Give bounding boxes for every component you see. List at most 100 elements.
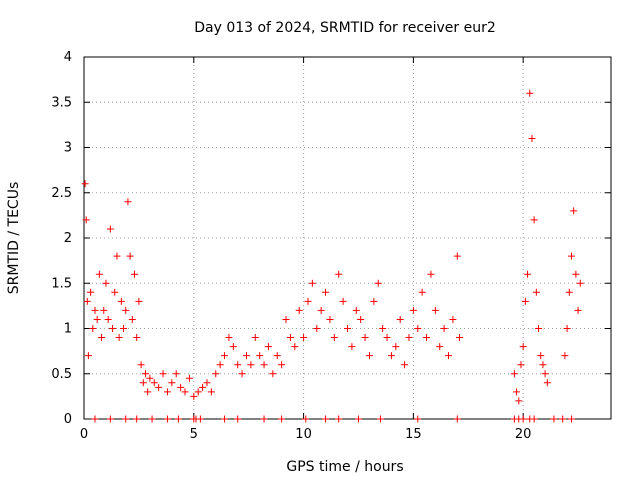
data-point (126, 252, 134, 260)
x-tick-label: 0 (80, 427, 88, 442)
data-point (392, 343, 400, 351)
data-point (550, 415, 558, 423)
data-point (163, 415, 171, 423)
data-point (111, 288, 119, 296)
data-point (537, 352, 545, 360)
data-point (159, 370, 167, 378)
data-point (185, 374, 193, 382)
data-point (519, 343, 527, 351)
x-axis-label: GPS time / hours (286, 459, 403, 475)
data-point (264, 343, 272, 351)
data-point (273, 352, 281, 360)
data-point (137, 361, 145, 369)
data-point (216, 361, 224, 369)
data-point (102, 279, 110, 287)
data-point (82, 216, 90, 224)
data-point (374, 279, 382, 287)
data-point (128, 315, 136, 323)
data-point (330, 334, 338, 342)
data-point (234, 361, 242, 369)
data-point (445, 352, 453, 360)
data-point (242, 352, 250, 360)
data-point (295, 306, 303, 314)
data-point (131, 270, 139, 278)
data-point (106, 225, 114, 233)
data-point (576, 279, 584, 287)
data-point (291, 343, 299, 351)
data-point (510, 370, 518, 378)
data-point (238, 370, 246, 378)
data-point (530, 216, 538, 224)
data-point (194, 388, 202, 396)
data-point (513, 388, 521, 396)
data-point (317, 306, 325, 314)
data-point (453, 252, 461, 260)
data-point (256, 352, 264, 360)
data-point (135, 297, 143, 305)
data-point (181, 388, 189, 396)
data-point (115, 334, 123, 342)
data-point (449, 315, 457, 323)
data-point (269, 370, 277, 378)
data-point (155, 383, 163, 391)
data-point (302, 415, 310, 423)
plot-frame (83, 56, 612, 420)
data-point (93, 315, 101, 323)
data-point (339, 297, 347, 305)
x-tick-label: 15 (405, 427, 422, 442)
data-point (260, 361, 268, 369)
data-point (124, 198, 132, 206)
y-tick-label: 2.5 (51, 186, 72, 201)
data-point (335, 270, 343, 278)
data-point (543, 379, 551, 387)
data-point (100, 306, 108, 314)
data-point (570, 207, 578, 215)
data-point (383, 334, 391, 342)
data-point (146, 374, 154, 382)
data-point (344, 325, 351, 332)
data-point (89, 325, 97, 332)
data-point (207, 388, 215, 396)
data-point (141, 370, 149, 378)
data-point (300, 334, 308, 342)
data-point (144, 388, 152, 396)
data-point (436, 343, 444, 351)
y-tick-label: 2 (64, 231, 72, 246)
data-point (98, 334, 106, 342)
data-point (370, 297, 378, 305)
data-point (519, 415, 527, 423)
data-point (423, 334, 431, 342)
data-point (376, 415, 384, 423)
data-point (133, 415, 141, 423)
data-point (247, 361, 255, 369)
data-point (354, 415, 362, 423)
data-point (229, 343, 237, 351)
data-point (163, 388, 171, 396)
data-point (322, 415, 330, 423)
data-point (95, 270, 103, 278)
data-point (282, 315, 290, 323)
data-point (196, 415, 204, 423)
data-point (453, 415, 461, 423)
data-point (174, 415, 182, 423)
data-point (357, 315, 365, 323)
data-point (365, 352, 373, 360)
data-point (139, 379, 147, 387)
data-point (559, 415, 567, 423)
data-point (574, 306, 582, 314)
data-point (83, 297, 91, 305)
data-point (440, 325, 448, 332)
data-point (572, 270, 580, 278)
data-point (567, 252, 575, 260)
data-point (260, 415, 268, 423)
data-point (561, 352, 569, 360)
data-point (414, 415, 422, 423)
data-point (251, 334, 259, 342)
data-point (313, 325, 321, 332)
data-point (203, 379, 211, 387)
y-tick-label: 0 (64, 412, 72, 427)
data-point (387, 352, 395, 360)
data-point (515, 397, 523, 405)
y-tick-label: 1 (64, 322, 72, 337)
